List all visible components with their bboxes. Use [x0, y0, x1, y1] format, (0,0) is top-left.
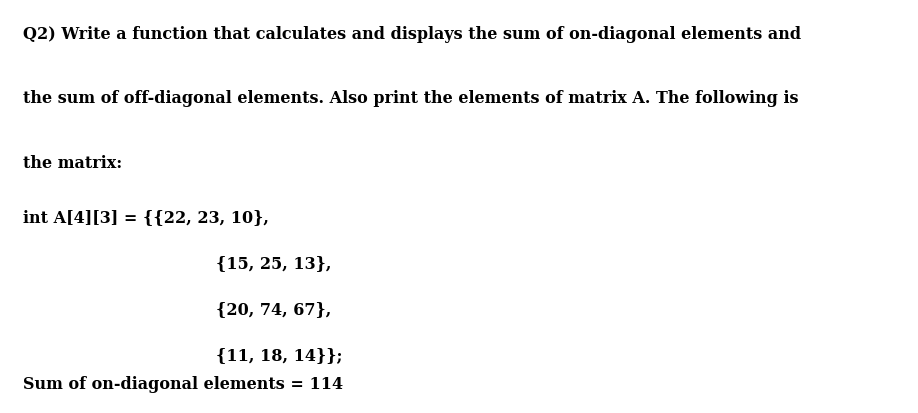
Text: Sum of on-diagonal elements = 114: Sum of on-diagonal elements = 114: [23, 375, 343, 392]
Text: Q2) Write a function that calculates and displays the sum of on-diagonal element: Q2) Write a function that calculates and…: [23, 26, 801, 43]
Text: {15, 25, 13},: {15, 25, 13},: [216, 254, 331, 271]
Text: the sum of off-diagonal elements. Also print the elements of matrix A. The follo: the sum of off-diagonal elements. Also p…: [23, 90, 799, 107]
Text: {20, 74, 67},: {20, 74, 67},: [216, 300, 331, 317]
Text: the matrix:: the matrix:: [23, 154, 122, 171]
Text: int A[4][3] = {{22, 23, 10},: int A[4][3] = {{22, 23, 10},: [23, 209, 269, 225]
Text: {11, 18, 14}};: {11, 18, 14}};: [216, 346, 342, 363]
